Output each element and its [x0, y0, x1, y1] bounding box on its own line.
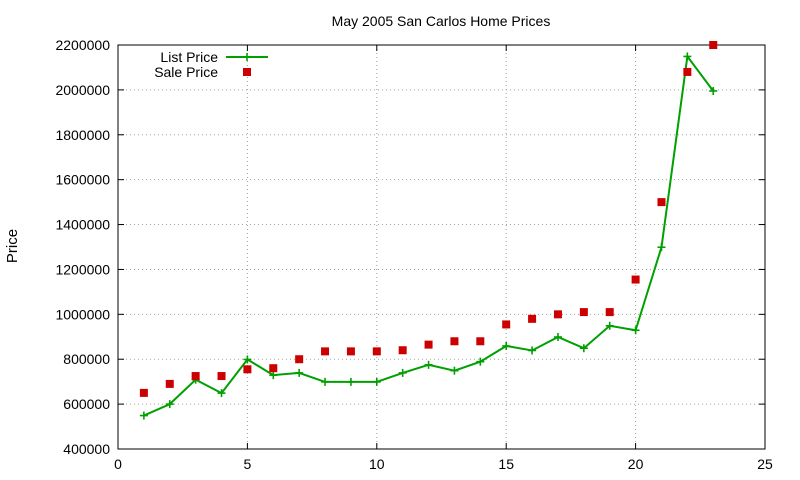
sale-price-point — [528, 314, 537, 323]
list-price-point — [579, 344, 588, 353]
list-price-point — [605, 321, 614, 330]
x-tick-label: 10 — [369, 456, 385, 472]
sale-price-point — [243, 365, 252, 374]
series-sale-price — [139, 41, 718, 397]
list-price-point — [528, 346, 537, 355]
legend-label: Sale Price — [154, 64, 218, 80]
y-tick-label: 800000 — [63, 351, 110, 367]
legend-label: List Price — [160, 49, 218, 65]
sale-price-point — [398, 346, 407, 355]
sale-price-point — [321, 347, 330, 356]
sale-price-point — [346, 347, 355, 356]
list-price-point — [321, 377, 330, 386]
list-price-point — [217, 389, 226, 398]
x-tick-label: 20 — [628, 456, 644, 472]
list-price-point — [476, 357, 485, 366]
legend-square-marker — [243, 68, 251, 76]
sale-price-point — [657, 198, 666, 207]
list-price-point — [502, 341, 511, 350]
y-tick-label: 2000000 — [55, 82, 110, 98]
x-tick-label: 15 — [498, 456, 514, 472]
list-price-point — [631, 326, 640, 335]
y-tick-label: 1400000 — [55, 217, 110, 233]
chart-title: May 2005 San Carlos Home Prices — [332, 13, 551, 29]
y-tick-label: 1200000 — [55, 261, 110, 277]
sale-price-point — [605, 308, 614, 317]
x-tick-label: 5 — [244, 456, 252, 472]
y-tick-label: 2200000 — [55, 37, 110, 53]
y-tick-label: 400000 — [63, 441, 110, 457]
x-tick-label: 25 — [757, 456, 773, 472]
y-tick-label: 600000 — [63, 396, 110, 412]
x-tick-label: 0 — [114, 456, 122, 472]
sale-price-point — [191, 372, 200, 381]
list-price-point — [683, 52, 692, 61]
list-price-point — [450, 366, 459, 375]
sale-price-point — [269, 364, 278, 373]
series-layer — [139, 41, 718, 420]
sale-price-point — [139, 388, 148, 397]
y-axis-label: Price — [4, 229, 21, 263]
sale-price-point — [709, 41, 718, 49]
list-price-point — [269, 371, 278, 380]
legend-plus-marker — [243, 53, 251, 61]
y-tick-label: 1600000 — [55, 172, 110, 188]
sale-price-point — [295, 355, 304, 364]
list-price-point — [398, 368, 407, 377]
plot-border — [117, 44, 766, 450]
series-list-price — [139, 52, 718, 420]
list-price-point — [243, 355, 252, 364]
list-price-point — [346, 377, 355, 386]
list-price-point — [372, 377, 381, 386]
sale-price-point — [450, 337, 459, 346]
list-price-point — [424, 360, 433, 369]
sale-price-point — [165, 379, 174, 388]
axis-ticks: 0 5 10 15 20 25 400000 600000 800000 1000000 12000… — [55, 37, 773, 472]
sale-price-point — [631, 275, 640, 284]
sale-price-point — [476, 337, 485, 346]
grid-lines — [118, 45, 765, 449]
sale-price-point — [683, 67, 692, 76]
list-price-point — [657, 243, 666, 252]
y-tick-label: 1800000 — [55, 127, 110, 143]
sale-price-point — [372, 347, 381, 356]
sale-price-point — [424, 340, 433, 349]
y-tick-label: 1000000 — [55, 306, 110, 322]
sale-price-point — [502, 320, 511, 329]
sale-price-point — [579, 308, 588, 317]
sale-price-point — [553, 310, 562, 319]
list-price-point — [295, 368, 304, 377]
list-price-point — [165, 400, 174, 409]
sale-price-point — [217, 372, 226, 381]
list-price-point — [709, 87, 718, 96]
list-price-point — [139, 411, 148, 420]
list-price-point — [553, 333, 562, 342]
